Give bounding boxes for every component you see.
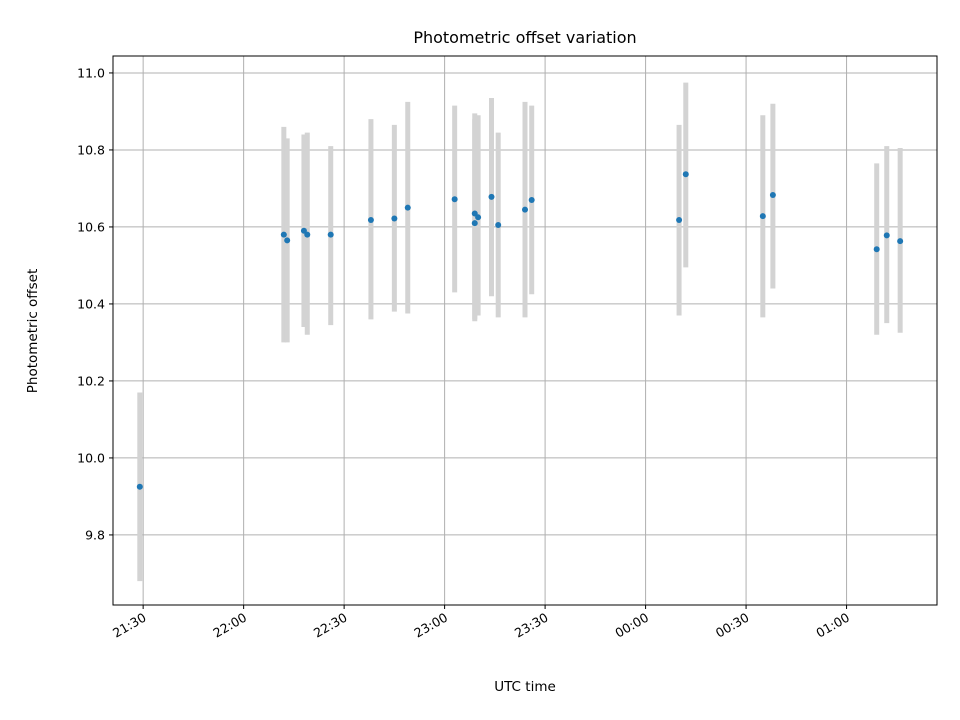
- x-axis-label: UTC time: [494, 679, 556, 695]
- data-point: [136, 483, 143, 490]
- data-point: [280, 231, 287, 238]
- data-point: [404, 204, 411, 211]
- data-point: [682, 171, 689, 178]
- y-tick-label: 11.0: [77, 65, 105, 80]
- data-point: [284, 237, 291, 244]
- data-point: [873, 246, 880, 253]
- y-axis-label: Photometric offset: [25, 269, 41, 393]
- data-point: [769, 191, 776, 198]
- chart-title: Photometric offset variation: [413, 28, 636, 47]
- data-point: [883, 232, 890, 239]
- plot-frame: [112, 55, 938, 606]
- data-point: [528, 196, 535, 203]
- data-point: [759, 213, 766, 220]
- error-bars: [137, 82, 903, 582]
- data-point: [391, 215, 398, 222]
- y-tick-label: 10.0: [77, 450, 105, 465]
- data-point: [475, 214, 482, 221]
- x-tick-label: 00:00: [612, 610, 651, 641]
- x-tick-label: 23:00: [411, 610, 450, 641]
- y-axis: 9.8 10.0 10.2 10.4 10.6 10.8 11.0: [77, 65, 113, 542]
- data-point: [897, 238, 904, 245]
- data-point: [304, 231, 311, 238]
- data-point: [488, 193, 495, 200]
- data-point: [451, 196, 458, 203]
- x-tick-label: 22:00: [210, 610, 249, 641]
- data-point: [676, 217, 683, 224]
- data-point: [367, 217, 374, 224]
- y-tick-label: 10.8: [77, 142, 105, 157]
- x-tick-label: 23:30: [512, 610, 551, 641]
- y-tick-label: 10.4: [77, 296, 105, 311]
- x-tick-label: 00:30: [713, 610, 752, 641]
- x-axis: 21:30 22:00 22:30 23:00 23:30 00:00 00:30 01:00: [110, 605, 852, 641]
- data-point: [327, 231, 334, 238]
- data-point: [495, 222, 502, 229]
- x-tick-label: 01:00: [813, 610, 852, 641]
- x-tick-label: 22:30: [311, 610, 350, 641]
- data-points: [136, 171, 904, 490]
- data-point: [471, 220, 478, 227]
- y-tick-label: 9.8: [85, 527, 105, 542]
- data-point: [522, 206, 528, 213]
- x-tick-label: 21:30: [110, 610, 149, 641]
- y-tick-label: 10.2: [77, 373, 105, 388]
- y-tick-label: 10.6: [77, 219, 105, 234]
